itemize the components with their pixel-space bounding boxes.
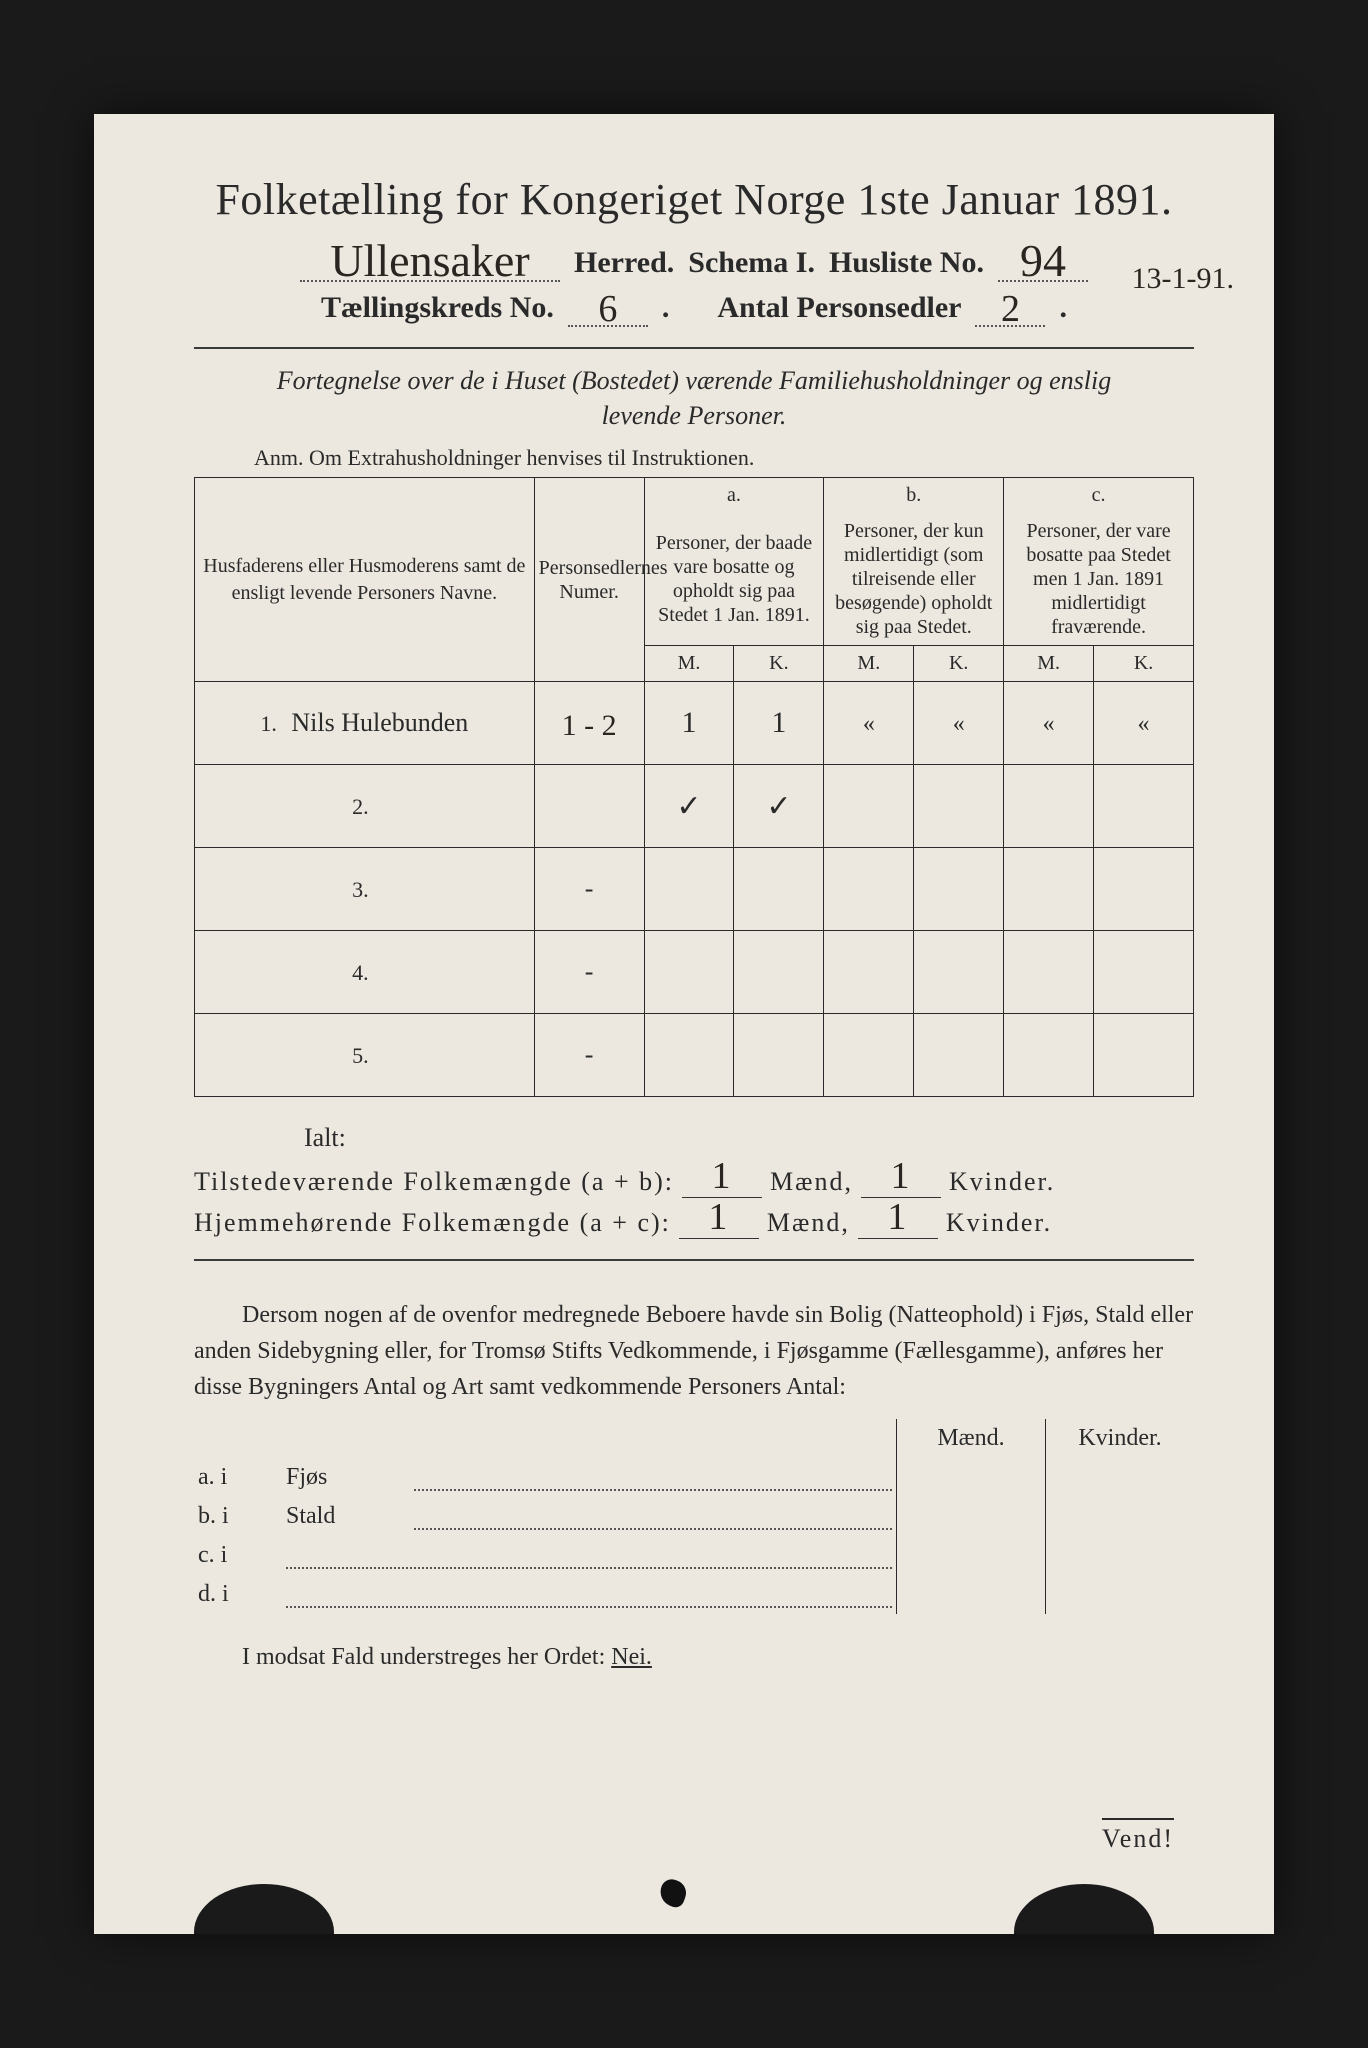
cell: « bbox=[953, 711, 965, 737]
kreds-value: 6 bbox=[598, 288, 617, 330]
sidebuilding-paragraph: Dersom nogen af de ovenfor medregnede Be… bbox=[194, 1297, 1194, 1405]
a-m: M. bbox=[644, 646, 734, 682]
sidebuilding-table: Mænd. Kvinder. a. i Fjøs b. i Stald c. i bbox=[194, 1419, 1194, 1614]
col-b: b. bbox=[824, 478, 1004, 514]
hjemme-m: 1 bbox=[708, 1196, 729, 1238]
side-maend-header: Mænd. bbox=[897, 1419, 1046, 1458]
maend-label-2: Mænd, bbox=[767, 1208, 850, 1238]
subtitle: Fortegnelse over de i Huset (Bostedet) v… bbox=[194, 363, 1194, 433]
antal-value: 2 bbox=[1001, 288, 1020, 330]
hjemme-label: Hjemmehørende Folkemængde (a + c): bbox=[194, 1208, 671, 1238]
table-row: 1. Nils Hulebunden 1 - 2 1 1 « « « « bbox=[195, 682, 1194, 765]
schema-label: Schema I. bbox=[688, 246, 815, 280]
col-c: c. bbox=[1004, 478, 1194, 514]
vend-label: Vend! bbox=[1102, 1818, 1174, 1854]
cell: - bbox=[534, 1014, 644, 1097]
header-line-2: Ullensaker Herred. Schema I. Husliste No… bbox=[194, 239, 1194, 282]
side-key: a. i bbox=[194, 1458, 282, 1497]
header-line-3: Tællingskreds No. 6 . Antal Personsedler… bbox=[194, 290, 1194, 327]
ialt-label: Ialt: bbox=[304, 1123, 1194, 1153]
cell: « bbox=[1043, 711, 1055, 737]
table-row: 5. - bbox=[195, 1014, 1194, 1097]
c-k: K. bbox=[1094, 646, 1194, 682]
nei-line: I modsat Fald understreges her Ordet: Ne… bbox=[194, 1644, 1194, 1671]
side-key: c. i bbox=[194, 1536, 282, 1575]
col-a: a. bbox=[644, 478, 824, 514]
husliste-value: 94 bbox=[1020, 235, 1066, 286]
col-num-header: Personsedlernes Numer. bbox=[534, 478, 644, 682]
cell: ✓ bbox=[676, 790, 701, 823]
viewport: Folketælling for Kongeriget Norge 1ste J… bbox=[0, 0, 1368, 2048]
household-table: Husfaderens eller Husmoderens samt de en… bbox=[194, 477, 1194, 1097]
side-key: d. i bbox=[194, 1575, 282, 1614]
row-num: 5. bbox=[352, 1043, 369, 1068]
cell bbox=[534, 765, 644, 848]
page-title: Folketælling for Kongeriget Norge 1ste J… bbox=[194, 174, 1194, 225]
side-kvinder-header: Kvinder. bbox=[1046, 1419, 1195, 1458]
cell: 1 bbox=[771, 706, 786, 739]
row-num: 3. bbox=[352, 877, 369, 902]
b-k: K. bbox=[914, 646, 1004, 682]
side-label: Stald bbox=[282, 1497, 410, 1536]
tilstede-label: Tilstedeværende Folkemængde (a + b): bbox=[194, 1167, 674, 1197]
kvinder-label: Kvinder. bbox=[949, 1167, 1055, 1197]
hjemme-k: 1 bbox=[887, 1196, 908, 1238]
cell: ✓ bbox=[766, 790, 791, 823]
husliste-label: Husliste No. bbox=[829, 246, 984, 280]
cell: - bbox=[534, 931, 644, 1014]
c-m: M. bbox=[1004, 646, 1094, 682]
table-row: 2. ✓ ✓ bbox=[195, 765, 1194, 848]
table-row: 3. - bbox=[195, 848, 1194, 931]
row-num: 4. bbox=[352, 960, 369, 985]
a-k: K. bbox=[734, 646, 824, 682]
side-key: b. i bbox=[194, 1497, 282, 1536]
rule-2 bbox=[194, 1259, 1194, 1261]
tilstede-k: 1 bbox=[890, 1155, 911, 1197]
cell: 1 bbox=[682, 706, 697, 739]
col-c-desc: Personer, der vare bosatte paa Stedet me… bbox=[1004, 513, 1194, 646]
side-label: Fjøs bbox=[282, 1458, 410, 1497]
kreds-label: Tællingskreds No. bbox=[321, 291, 554, 325]
row-num: 1. bbox=[260, 711, 277, 736]
subtitle-line-2: levende Personer. bbox=[602, 401, 787, 430]
anm-note: Anm. Om Extrahusholdninger henvises til … bbox=[254, 445, 1194, 471]
table-row: 4. - bbox=[195, 931, 1194, 1014]
kvinder-label-2: Kvinder. bbox=[946, 1208, 1052, 1238]
person-name: Nils Hulebunden bbox=[291, 708, 468, 737]
tilstede-line: Tilstedeværende Folkemængde (a + b): 1 M… bbox=[194, 1163, 1194, 1198]
row-num: 2. bbox=[352, 794, 369, 819]
cell: « bbox=[1138, 711, 1150, 737]
hjemme-line: Hjemmehørende Folkemængde (a + c): 1 Mæn… bbox=[194, 1204, 1194, 1239]
rule-1 bbox=[194, 347, 1194, 349]
herred-value: Ullensaker bbox=[330, 235, 529, 286]
b-m: M. bbox=[824, 646, 914, 682]
cell: « bbox=[863, 711, 875, 737]
subtitle-line-1: Fortegnelse over de i Huset (Bostedet) v… bbox=[277, 366, 1111, 395]
cell: - bbox=[534, 848, 644, 931]
nei-word: Nei. bbox=[611, 1644, 652, 1670]
col-name-header: Husfaderens eller Husmoderens samt de en… bbox=[195, 478, 535, 682]
antal-label: Antal Personsedler bbox=[717, 291, 961, 325]
col-a-desc: Personer, der baade vare bosatte og opho… bbox=[644, 513, 824, 646]
document-page: Folketælling for Kongeriget Norge 1ste J… bbox=[94, 114, 1274, 1934]
maend-label: Mænd, bbox=[770, 1167, 853, 1197]
cell: 1 - 2 bbox=[562, 709, 617, 742]
date-annotation: 13-1-91. bbox=[1132, 262, 1234, 296]
col-b-desc: Personer, der kun midlertidigt (som tilr… bbox=[824, 513, 1004, 646]
herred-label: Herred. bbox=[574, 246, 674, 280]
tilstede-m: 1 bbox=[712, 1155, 733, 1197]
ink-blot bbox=[657, 1876, 690, 1909]
